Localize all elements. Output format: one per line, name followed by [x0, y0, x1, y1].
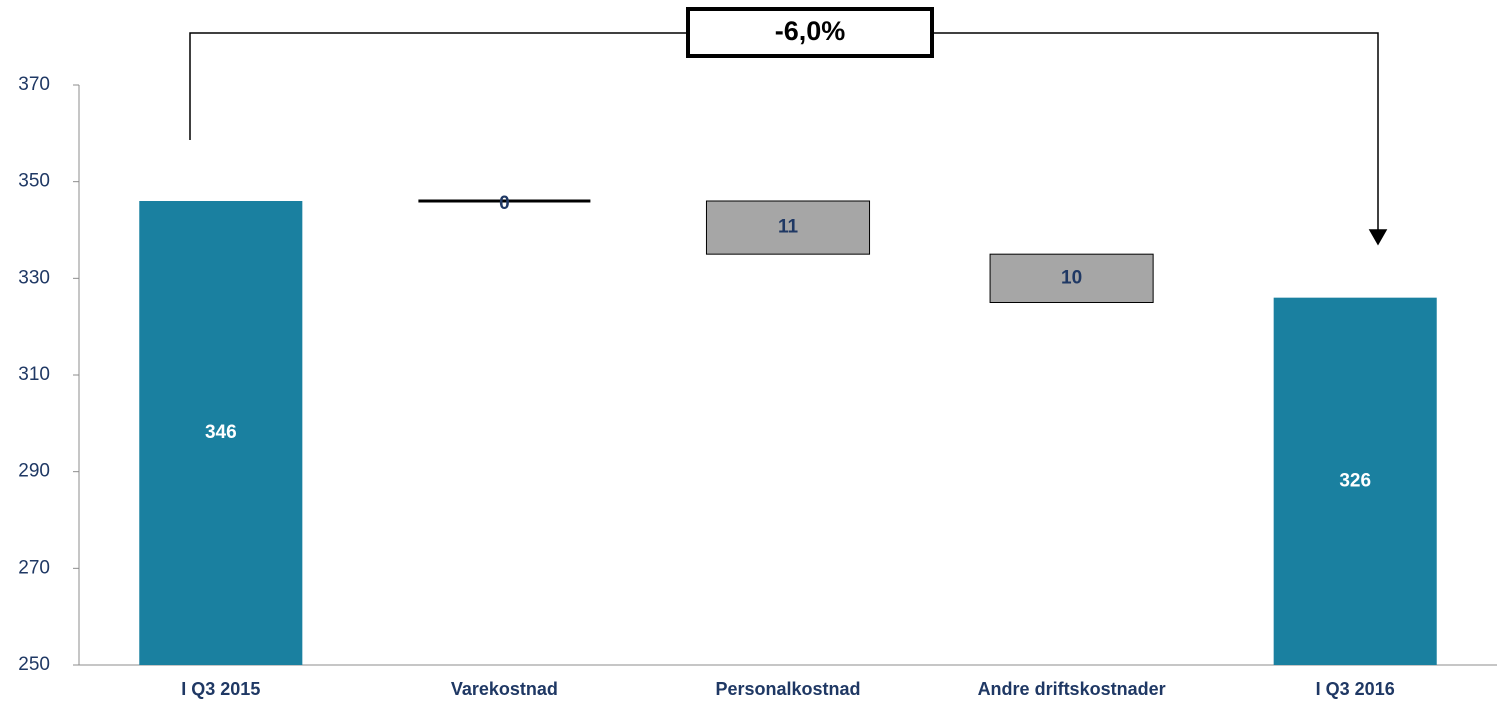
value-label: 10 [1061, 267, 1082, 288]
annotation-box [686, 7, 934, 58]
y-tick-label: 270 [18, 557, 50, 578]
bracket-left [189, 32, 688, 140]
bar [1273, 297, 1437, 665]
x-tick-label: I Q3 2016 [1316, 679, 1395, 699]
bar [989, 253, 1154, 304]
bracket-right [932, 32, 1379, 232]
value-label: 11 [778, 217, 799, 238]
annotation-text: -6,0% [775, 16, 846, 46]
bar [418, 199, 591, 203]
value-label: 346 [205, 422, 237, 443]
x-tick-label: Andre driftskostnader [978, 679, 1166, 699]
bar [139, 201, 303, 665]
x-tick-label: Varekostnad [451, 679, 558, 699]
x-tick-label: I Q3 2015 [181, 679, 260, 699]
bracket-arrow [1368, 229, 1388, 246]
y-tick-label: 290 [18, 461, 50, 482]
value-label: 326 [1339, 470, 1371, 491]
y-tick-label: 310 [18, 364, 50, 385]
y-tick-label: 350 [18, 171, 50, 192]
y-tick-label: 330 [18, 267, 50, 288]
y-tick-label: 370 [18, 74, 50, 95]
y-tick-label: 250 [18, 654, 50, 675]
bar [705, 200, 871, 255]
value-label: 0 [499, 193, 510, 214]
x-tick-label: Personalkostnad [715, 679, 860, 699]
annotation-bracket [189, 7, 1388, 246]
